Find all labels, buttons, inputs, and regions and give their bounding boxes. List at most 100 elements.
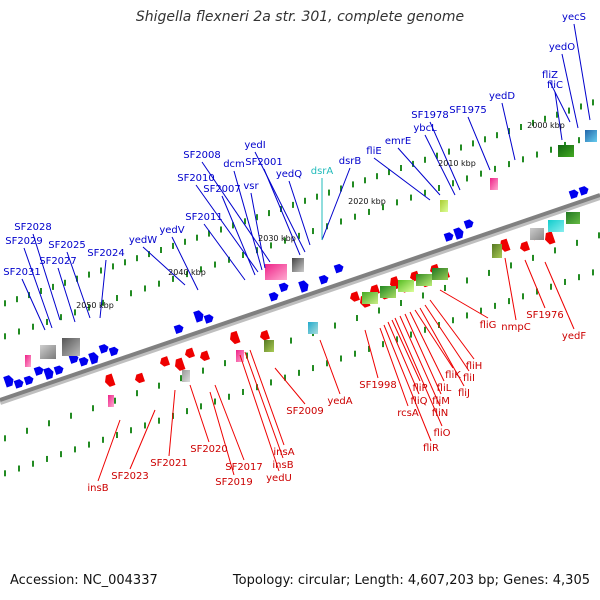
flagellar-block [416, 274, 432, 286]
leader-line [364, 329, 379, 379]
leader-line [129, 409, 156, 470]
leader-line [409, 311, 445, 382]
insertion-block [490, 178, 498, 190]
gene-block [308, 322, 318, 334]
scale-label: 2040 kbp [168, 268, 206, 277]
gene-label: yedF [562, 331, 586, 342]
forward-gene-arrow [443, 232, 454, 242]
pseudogene-block [530, 228, 544, 240]
leader-line [573, 23, 591, 121]
gene-label: dsrB [339, 156, 362, 167]
leader-line [32, 233, 61, 321]
gene-label: SF2009 [286, 406, 324, 417]
leader-line [66, 251, 91, 319]
leader-line [244, 351, 284, 459]
leader-line [221, 195, 256, 276]
gene-label: SF2024 [87, 248, 125, 259]
leader-line [201, 161, 271, 263]
gene-label: fliC [547, 80, 563, 91]
gene-label: fliI [463, 373, 475, 384]
reverse-gene-arrow [160, 356, 170, 367]
label-leader-lines [21, 23, 591, 482]
leader-line [99, 259, 107, 319]
insertion-block [25, 355, 31, 367]
leader-line [379, 327, 409, 407]
leader-line [97, 419, 121, 482]
gene-label: fliZ [542, 70, 558, 81]
forward-gene-arrow [298, 280, 309, 293]
reverse-gene-arrow [185, 347, 195, 359]
scale-label: 2020 kbp [348, 197, 386, 206]
leader-line [263, 168, 301, 256]
forward-gene-arrow [43, 367, 54, 380]
leader-line [319, 339, 341, 395]
reverse-gene-arrow [200, 350, 210, 361]
genome-backbone [0, 193, 600, 405]
reverse-gene-arrow [545, 231, 556, 245]
leader-line [189, 384, 210, 443]
gene-features [3, 130, 597, 407]
gene-label: yedQ [276, 169, 302, 180]
leader-line [397, 147, 441, 196]
gene-label: SF2008 [183, 150, 221, 161]
gene-label: SF2025 [48, 240, 86, 251]
leader-line [250, 192, 266, 269]
leader-line [23, 247, 53, 329]
leader-line [209, 391, 235, 476]
scale-label: 2000 kbp [527, 121, 565, 130]
gene-label: emrE [385, 136, 411, 147]
backbone-line [0, 193, 600, 402]
gene-label: fliE [366, 146, 381, 157]
gene-label: SF2010 [177, 173, 215, 184]
gene-label: fliP [412, 383, 427, 394]
forward-gene-arrow [193, 310, 204, 323]
leader-line [467, 116, 491, 171]
scale-label: 2010 kbp [438, 159, 476, 168]
leader-line [561, 53, 579, 129]
leader-line [429, 121, 461, 191]
gene-block [492, 244, 502, 258]
leader-line [544, 261, 575, 330]
gene-block [440, 200, 448, 212]
gene-label: yedA [327, 396, 352, 407]
leader-line [387, 321, 420, 395]
gene-label: SF2019 [215, 477, 253, 488]
gene-label: SF2029 [5, 236, 43, 247]
gene-block [566, 212, 580, 224]
flagellar-block [398, 280, 414, 292]
gene-label: fliG [480, 320, 497, 331]
scale-labels: 2000 kbp 2010 kbp 2020 kbp 2030 kbp 2040 kbp… [76, 121, 565, 310]
flagellar-block [362, 292, 378, 304]
reverse-gene-arrow [175, 357, 186, 371]
gene-label: fliK [445, 370, 461, 381]
gene-label: SF1976 [526, 310, 564, 321]
gene-block [558, 145, 574, 157]
leader-line [504, 257, 517, 321]
gene-label: fliR [423, 443, 439, 454]
insertion-block [265, 264, 287, 280]
leader-line [168, 389, 176, 457]
leader-line [394, 317, 443, 427]
forward-gene-arrow [33, 366, 44, 376]
forward-gene-arrow [318, 274, 329, 285]
reverse-gene-arrow [105, 373, 116, 387]
gene-label: fliN [432, 408, 449, 419]
flagellar-block [380, 286, 396, 298]
gene-label: SF2020 [190, 444, 228, 455]
reverse-gene-arrow [350, 291, 360, 302]
gene-label: vsr [243, 181, 259, 192]
gene-label: yedU [266, 473, 292, 484]
forward-gene-arrow [98, 344, 109, 354]
forward-gene-arrow [13, 379, 24, 389]
gene-label: yedW [129, 235, 157, 246]
gene-label: fliM [432, 396, 450, 407]
map-title: Shigella flexneri 2a str. 301, complete … [135, 9, 465, 25]
gene-label: fliH [466, 361, 483, 372]
leader-line [233, 170, 263, 271]
gene-label: dsrA [311, 166, 334, 177]
reverse-gene-arrow [520, 241, 530, 252]
leader-line [214, 384, 245, 461]
leader-line [239, 354, 280, 472]
